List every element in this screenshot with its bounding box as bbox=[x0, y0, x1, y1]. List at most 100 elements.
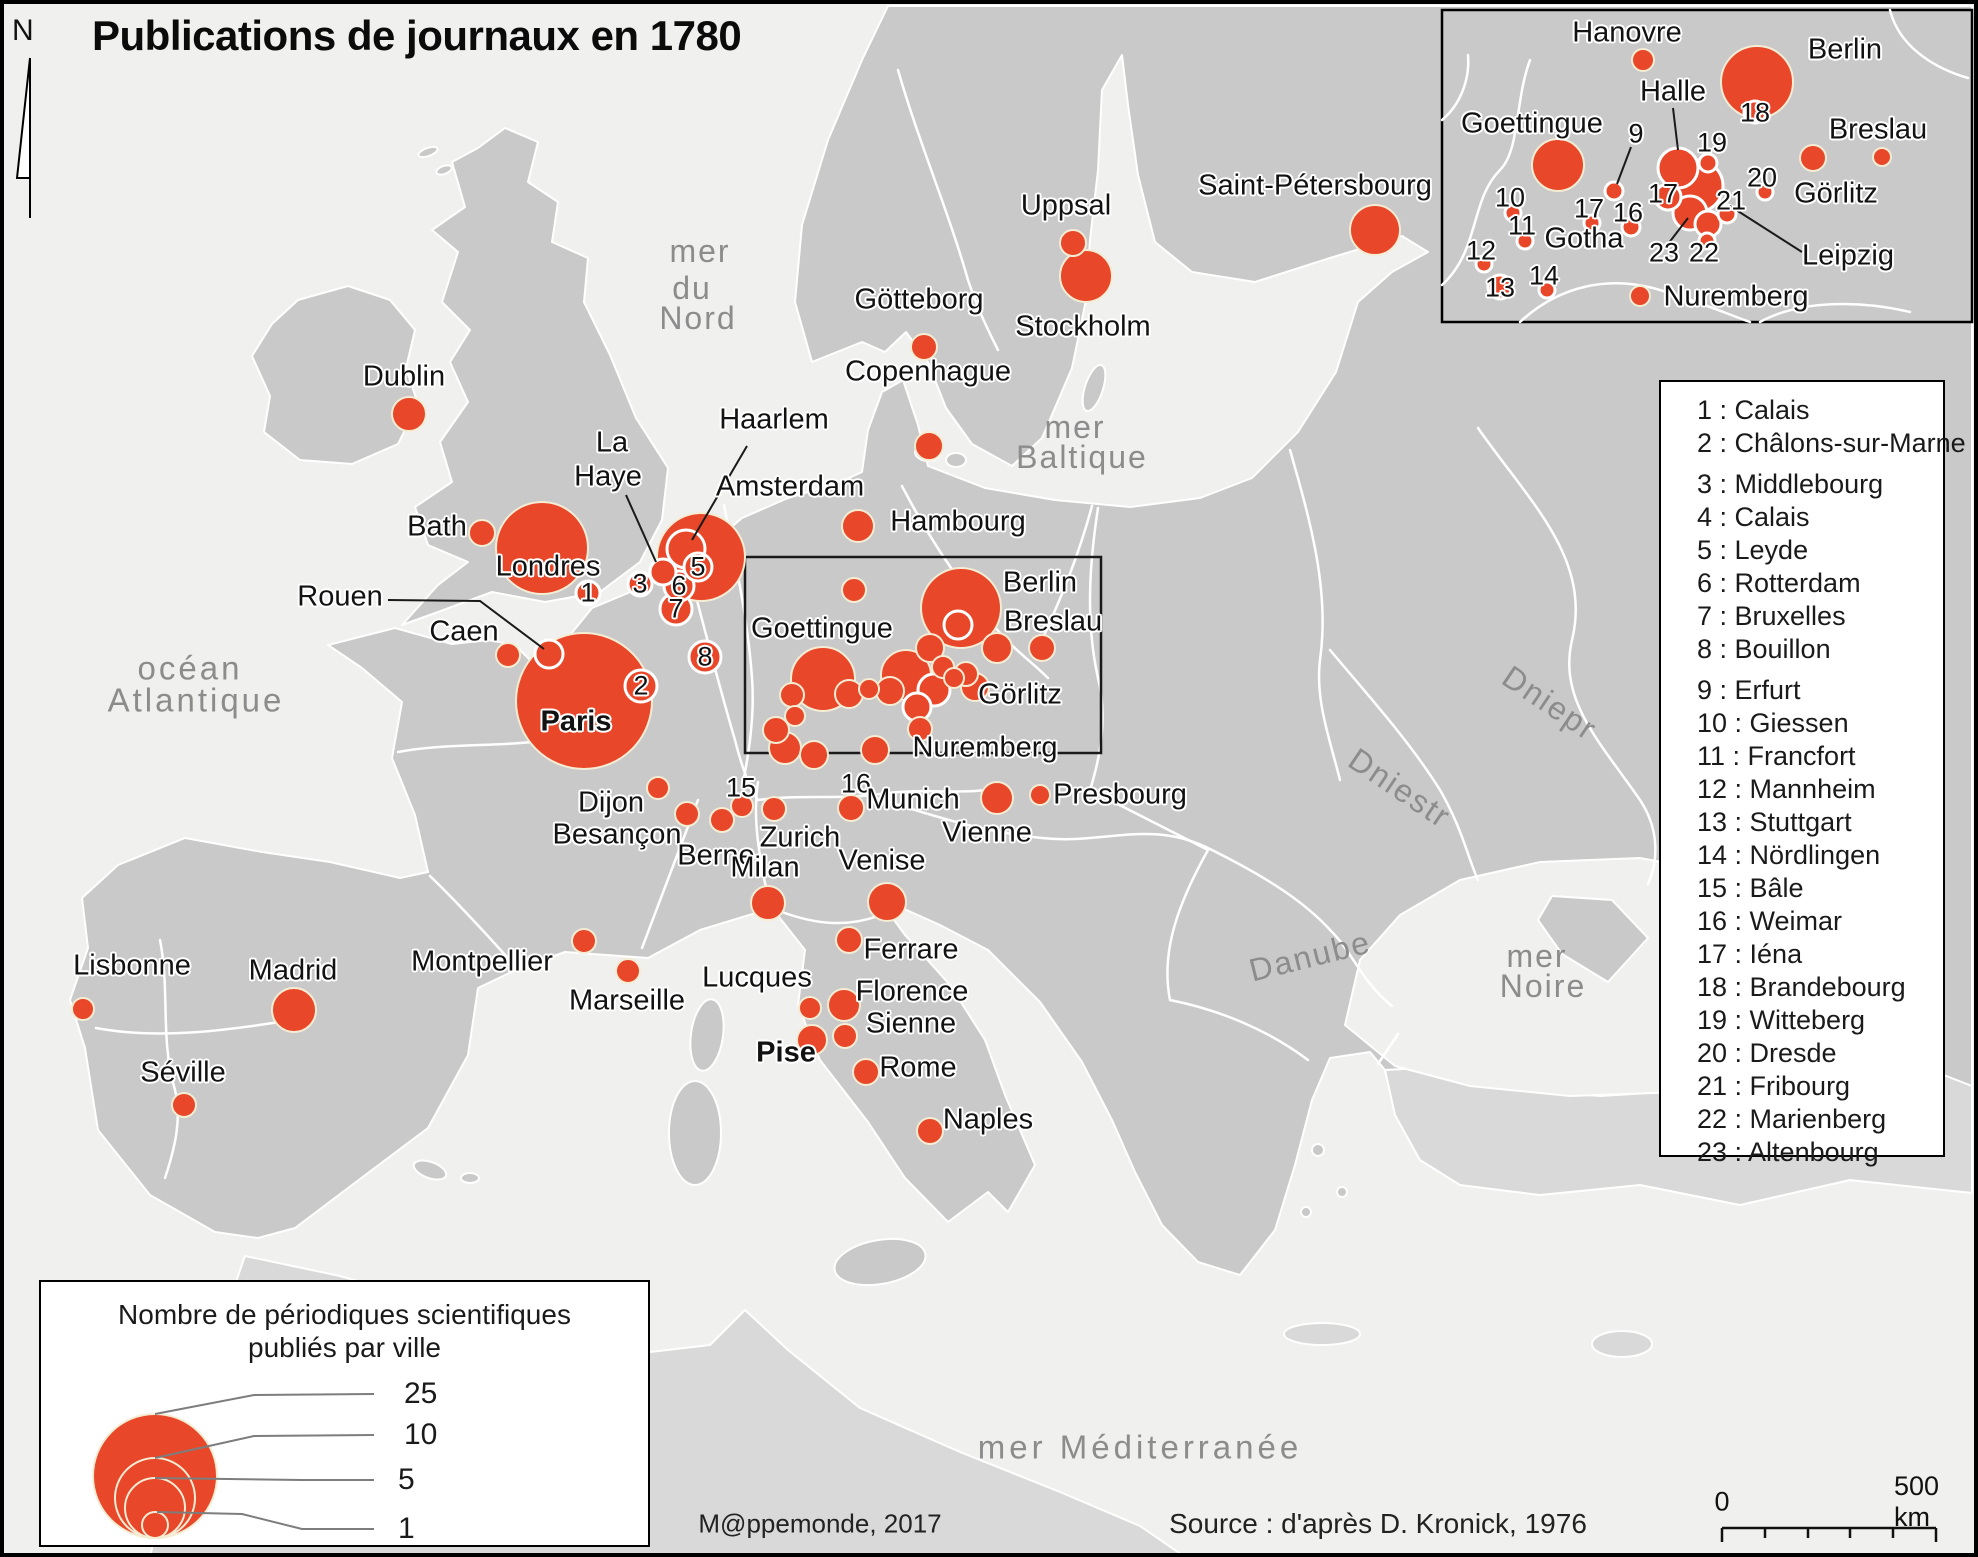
sea-label-9-mer-m-diterran-e: mer Méditerranée bbox=[977, 1428, 1303, 1466]
ferrare-label: Ferrare bbox=[863, 933, 959, 966]
gotteborg-circle bbox=[910, 333, 938, 361]
num22-circle bbox=[1697, 231, 1717, 251]
naples-label: Naples bbox=[942, 1103, 1034, 1136]
sea-label-4-baltique: Baltique bbox=[1016, 439, 1148, 475]
num2-label: 2 bbox=[633, 670, 649, 701]
florence-circle bbox=[827, 988, 861, 1022]
gorlitz-circle bbox=[981, 632, 1013, 664]
halle-leader bbox=[1672, 107, 1679, 151]
zurich-circle bbox=[761, 796, 787, 822]
size-legend-svg bbox=[92, 1393, 375, 1539]
num16i-circle bbox=[1620, 216, 1642, 238]
num1-label: 1 bbox=[580, 577, 596, 608]
breslau-inset-circle bbox=[1872, 147, 1892, 167]
city-list-item-22: 22 : Marienberg bbox=[1697, 1104, 1887, 1134]
num18-label: 18 bbox=[1739, 97, 1771, 128]
city-list-item-16: 16 : Weimar bbox=[1697, 906, 1843, 936]
border-austria-hungary bbox=[1088, 788, 1210, 852]
marseille-label: Marseille bbox=[568, 984, 686, 1017]
marseille-circle bbox=[615, 958, 641, 984]
po-river bbox=[780, 910, 880, 925]
caen-circle bbox=[495, 642, 521, 668]
leader-lines-layer bbox=[387, 107, 1803, 650]
sea-label-11-dniestr: Dniestr bbox=[1342, 740, 1458, 836]
city-list-item-2: 2 : Châlons-sur-Marne bbox=[1697, 428, 1966, 458]
paris-label: Paris bbox=[540, 705, 612, 738]
num1-circle bbox=[574, 579, 602, 607]
gotteborg-label: Götteborg bbox=[854, 283, 984, 316]
presbourg-label: Presbourg bbox=[1053, 778, 1187, 811]
num16-label: 16 bbox=[840, 768, 872, 799]
c-hanovre-main-circle bbox=[841, 577, 867, 603]
legend-value-5: 5 bbox=[398, 1463, 415, 1496]
balearic-1 bbox=[412, 1159, 448, 1181]
sea-label-6-atlantique: Atlantique bbox=[107, 681, 285, 719]
source-credit: Source : d'après D. Kronick, 1976 bbox=[1169, 1508, 1587, 1539]
num14-circle bbox=[1537, 280, 1557, 300]
gotland bbox=[1081, 364, 1107, 412]
num16-circle bbox=[837, 794, 865, 822]
north-label: N bbox=[12, 14, 34, 47]
legend-circle-1 bbox=[141, 1511, 169, 1539]
lucques-circle bbox=[798, 996, 822, 1020]
num23-label: 23 bbox=[1648, 237, 1680, 268]
stockholm-label: Stockholm bbox=[1015, 310, 1151, 343]
montpellier-circle bbox=[571, 928, 597, 954]
goettingue-inset-circle bbox=[1531, 138, 1585, 192]
publisher-credit: M@ppemonde, 2017 bbox=[698, 1508, 942, 1539]
num8-circle bbox=[687, 639, 723, 675]
amsterdam-label: Amsterdam bbox=[715, 470, 865, 503]
city-list-item-11: 11 : Francfort bbox=[1697, 741, 1856, 771]
north-arrow bbox=[15, 57, 31, 218]
pise-label: Pise bbox=[756, 1036, 816, 1069]
dniepr-river bbox=[1476, 426, 1657, 886]
num19-label: 19 bbox=[1696, 127, 1728, 158]
num3-label: 3 bbox=[632, 568, 648, 599]
num2-circle bbox=[623, 668, 659, 704]
border-balkans-2 bbox=[1168, 998, 1310, 1062]
berlin-circle bbox=[920, 567, 1002, 649]
caen-label: Caen bbox=[429, 615, 499, 648]
num17b-label: 17 bbox=[1647, 178, 1679, 209]
c9-circle bbox=[943, 667, 965, 689]
num13-circle bbox=[1486, 273, 1514, 301]
num10-label: 10 bbox=[1494, 182, 1526, 213]
londres-label: Londres bbox=[495, 550, 601, 583]
besancon-label: Besançon bbox=[552, 818, 682, 851]
sea-label-7-mer: mer bbox=[1506, 938, 1568, 974]
hanovre-label: Hanovre bbox=[1572, 16, 1682, 49]
milan-label: Milan bbox=[730, 851, 800, 884]
sea-label-12-danube: Danube bbox=[1245, 923, 1375, 989]
sea-label-2-nord: Nord bbox=[659, 300, 737, 336]
bosphorus-strait bbox=[1376, 1032, 1400, 1066]
c15-circle bbox=[762, 716, 790, 744]
st-petersbourg-circle bbox=[1349, 204, 1401, 256]
border-france-germany bbox=[688, 572, 760, 802]
num10-circle bbox=[1503, 203, 1523, 223]
num5-circle bbox=[682, 551, 714, 583]
stockholm-circle bbox=[1059, 249, 1113, 303]
leipzig-leader bbox=[1729, 205, 1803, 253]
goettingue-inset-label: Goettingue bbox=[1461, 107, 1603, 140]
dijon-circle bbox=[646, 776, 670, 800]
city-list-item-19: 19 : Witteberg bbox=[1697, 1005, 1866, 1035]
num5-label: 5 bbox=[690, 551, 706, 582]
aegean-isle-3 bbox=[1300, 1206, 1312, 1218]
num8-label: 8 bbox=[697, 641, 713, 672]
sea-label-10-dniepr: Dniepr bbox=[1495, 658, 1605, 748]
num12-label: 12 bbox=[1465, 235, 1497, 266]
berne-circle bbox=[709, 807, 735, 833]
aegean-isle-2 bbox=[1336, 1186, 1348, 1198]
city-list-item-17: 17 : Iéna bbox=[1697, 939, 1803, 969]
legend-leader-10 bbox=[154, 1434, 375, 1459]
sienne-circle bbox=[832, 1023, 858, 1049]
florence-label: Florence bbox=[855, 975, 969, 1008]
nuremberg-circle bbox=[860, 735, 890, 765]
berlin-ring-circle bbox=[942, 609, 974, 641]
num13-label: 13 bbox=[1484, 272, 1516, 303]
num19-circle bbox=[1697, 152, 1719, 174]
madrid-circle bbox=[271, 987, 317, 1033]
st-petersbourg-label: Saint-Pétersbourg bbox=[1198, 169, 1432, 202]
c17-circle bbox=[799, 740, 829, 770]
